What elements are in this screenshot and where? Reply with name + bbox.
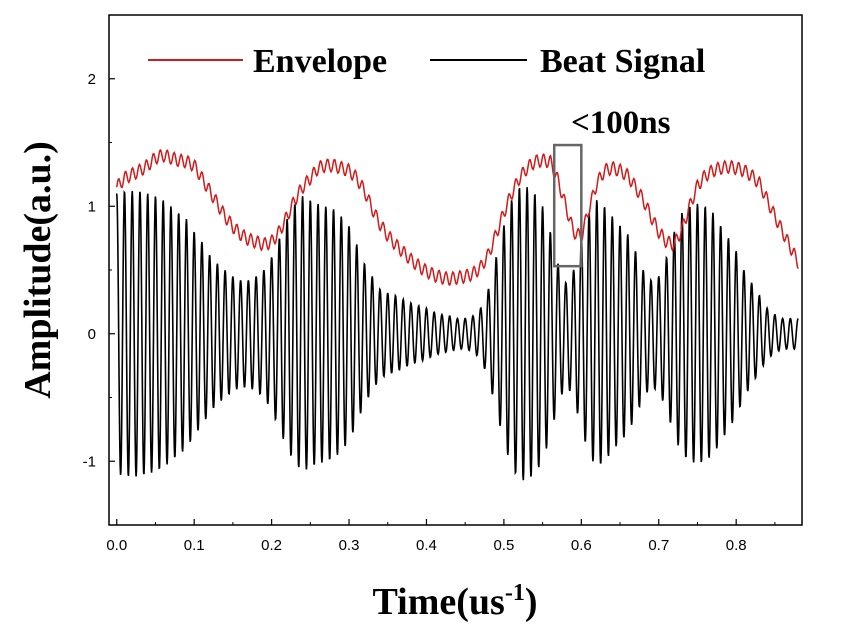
x-tick-label: 0.2 — [261, 537, 282, 554]
x-axis-title: Time(us-1) — [373, 580, 538, 623]
series-line-beat-signal — [115, 187, 799, 481]
series-layer — [115, 149, 799, 481]
legend: Envelope Beat Signal — [148, 43, 705, 80]
x-axis-title-superscript: -1 — [505, 580, 525, 606]
legend-label-envelope: Envelope — [253, 43, 387, 80]
x-tick-label: 0.8 — [726, 537, 747, 554]
y-axis-title: Amplitude(a.u.) — [17, 141, 59, 399]
series-line-envelope — [115, 149, 799, 286]
y-tick-label: 1 — [88, 198, 96, 215]
annotation-box — [552, 143, 583, 268]
x-tick-label: 0.5 — [493, 537, 514, 554]
x-tick-label: 0.0 — [106, 537, 127, 554]
annotation-label: <100ns — [571, 105, 671, 141]
x-axis-title-main: Time(us — [373, 581, 505, 623]
y-tick-label: 2 — [88, 71, 96, 88]
legend-label-beat-signal: Beat Signal — [540, 43, 705, 80]
y-tick-label: -1 — [83, 453, 96, 470]
x-axis-title-close: ) — [525, 581, 538, 623]
x-tick-label: 0.1 — [184, 537, 205, 554]
x-tick-label: 0.4 — [416, 537, 437, 554]
x-tick-label: 0.7 — [648, 537, 669, 554]
annotation-layer — [552, 143, 583, 268]
y-tick-label: 0 — [88, 326, 96, 343]
x-tick-label: 0.3 — [339, 537, 360, 554]
x-tick-label: 0.6 — [571, 537, 592, 554]
ticks-layer: 0.0 0.1 0.2 0.3 0.4 0.5 0.6 0.7 0.8 -1 0 1 2 — [83, 14, 776, 554]
